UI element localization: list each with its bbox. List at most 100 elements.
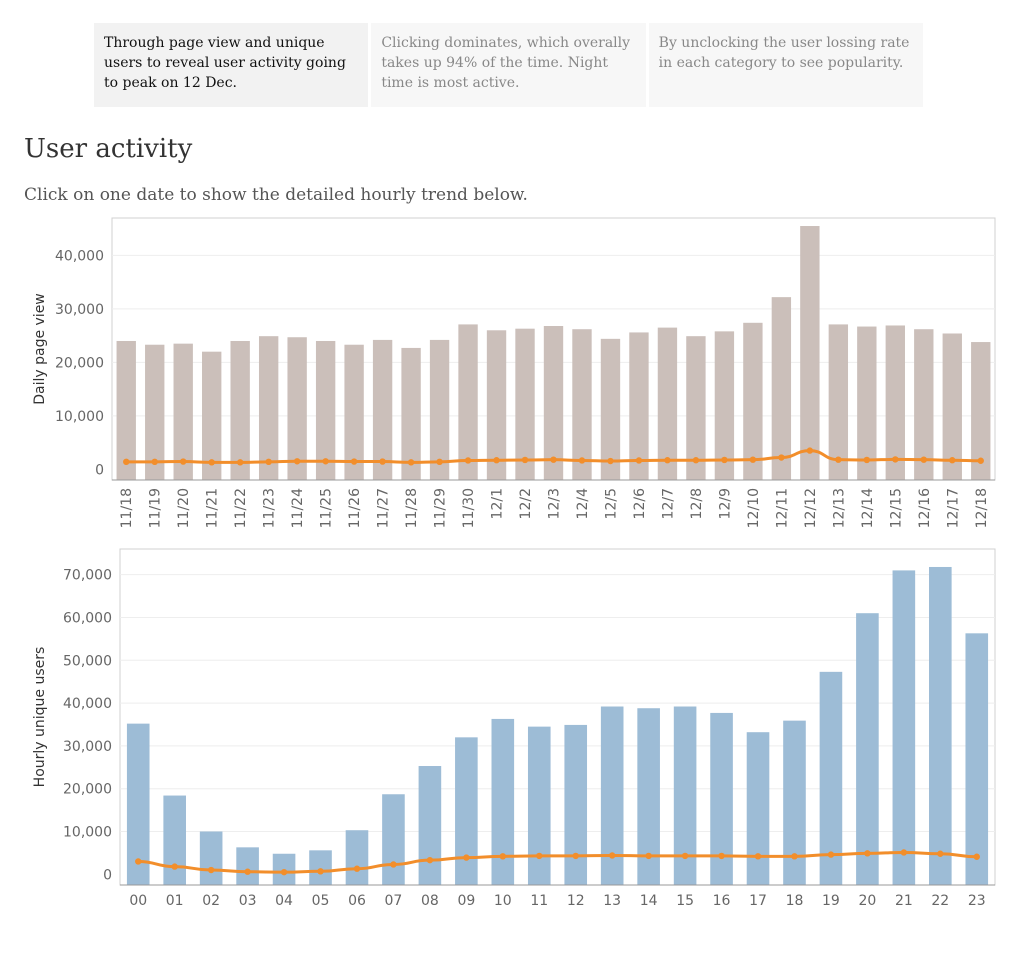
- x-tick-label: 12/13: [831, 488, 847, 528]
- x-tick-label: 12/18: [974, 488, 990, 528]
- x-tick-label: 14: [640, 893, 658, 909]
- y-tick-label: 20,000: [63, 782, 112, 798]
- x-tick-label: 03: [239, 893, 257, 909]
- bar: [486, 330, 507, 480]
- y-tick-label: 30,000: [55, 302, 104, 318]
- bar: [429, 339, 450, 480]
- bar: [287, 337, 307, 480]
- story-tab-2[interactable]: Clicking dominates, which overally takes…: [371, 23, 646, 107]
- bar: [401, 347, 421, 480]
- bar: [258, 336, 279, 480]
- y-tick-label: 10,000: [55, 409, 104, 425]
- x-tick-label: 11/19: [148, 488, 164, 528]
- x-tick-label: 12/12: [803, 488, 819, 528]
- bar: [564, 724, 588, 885]
- bar: [929, 566, 952, 885]
- line-point: [493, 457, 500, 464]
- page-subtitle: Click on one date to show the detailed h…: [24, 185, 528, 205]
- x-tick-label: 19: [822, 893, 840, 909]
- line-point: [353, 865, 361, 872]
- bar: [491, 718, 515, 885]
- bar: [163, 795, 186, 885]
- y-tick-label: 40,000: [55, 248, 104, 264]
- bar: [315, 340, 336, 480]
- line-point: [900, 849, 908, 856]
- bar: [657, 327, 678, 480]
- x-tick-label: 12/16: [917, 488, 933, 528]
- x-tick-label: 12/14: [860, 488, 876, 528]
- line-point: [536, 852, 543, 860]
- line-point: [180, 458, 187, 465]
- bar: [344, 344, 364, 480]
- bar: [173, 343, 193, 480]
- hourly-unique-users-chart[interactable]: 0 10,000 20,000 30,000 40,000 50,000 60,000 70,…: [0, 540, 1016, 920]
- line-point: [464, 457, 472, 464]
- story-tab-3[interactable]: By unclocking the user lossing rate in e…: [648, 23, 923, 107]
- x-tick-label: 11/20: [176, 488, 192, 528]
- line-point: [749, 456, 757, 463]
- x-tick-label: 11/28: [404, 488, 420, 528]
- story-tab-1[interactable]: Through page view and unique users to re…: [94, 23, 369, 107]
- x-tick-label: 12/15: [888, 488, 904, 528]
- line-point: [426, 856, 434, 864]
- x-tick-label: 20: [858, 893, 876, 909]
- bar: [637, 708, 660, 885]
- x-tick-label: 12/7: [660, 488, 676, 519]
- x-tick-label: 11/23: [262, 488, 278, 528]
- page-title: User activity: [24, 134, 193, 164]
- line-point: [436, 458, 443, 466]
- x-tick-label: 11/27: [376, 488, 392, 528]
- x-tick-label: 11/24: [290, 488, 306, 528]
- y-tick-label: 60,000: [63, 610, 112, 626]
- line-point: [635, 457, 643, 464]
- bar: [455, 737, 478, 885]
- x-tick-label: 00: [129, 893, 147, 909]
- y-tick-label: 30,000: [63, 739, 112, 755]
- x-tick-label: 17: [749, 893, 767, 909]
- line-point: [578, 457, 586, 464]
- x-tick-label: 22: [931, 893, 949, 909]
- line-point: [718, 852, 725, 860]
- line-point: [123, 458, 130, 466]
- bar: [345, 830, 369, 885]
- x-tick-label: 06: [348, 893, 366, 909]
- daily-page-view-chart[interactable]: 0 10,000 20,000 30,000 40,000 Daily page view…: [0, 210, 1016, 540]
- line-point: [407, 459, 415, 466]
- line-point: [949, 457, 956, 464]
- line-point: [692, 457, 700, 464]
- bar: [942, 333, 962, 480]
- x-tick-label: 11/22: [233, 488, 249, 528]
- line-point: [806, 447, 814, 454]
- x-tick-label: 15: [676, 893, 694, 909]
- x-tick-label: 10: [494, 893, 512, 909]
- x-tick-label: 11/18: [119, 488, 135, 528]
- bar: [686, 336, 706, 480]
- x-tick-label: 01: [166, 893, 184, 909]
- line-point: [265, 458, 272, 466]
- bar: [771, 297, 792, 480]
- x-tick-label: 12/2: [518, 488, 534, 519]
- bar: [199, 831, 223, 885]
- x-tick-label: 04: [275, 893, 293, 909]
- line-point: [664, 457, 671, 464]
- x-tick-label: 08: [421, 893, 439, 909]
- x-tick-label: 16: [713, 893, 731, 909]
- bar: [372, 339, 393, 480]
- bar: [819, 671, 843, 885]
- bar: [914, 329, 934, 480]
- x-tick-label: 11: [530, 893, 548, 909]
- line-point: [322, 458, 329, 465]
- bar: [710, 712, 733, 885]
- x-tick-label: 11/30: [461, 488, 477, 528]
- line-point: [135, 858, 142, 865]
- y-tick-label: 0: [103, 867, 112, 883]
- line-point: [572, 852, 579, 860]
- bar: [543, 326, 564, 480]
- bar: [527, 726, 551, 885]
- bar: [743, 322, 763, 480]
- line-point: [721, 456, 728, 464]
- x-tick-label: 13: [603, 893, 621, 909]
- line-point: [463, 854, 470, 861]
- story-tabs: Through page view and unique users to re…: [94, 23, 923, 107]
- line-point: [521, 456, 529, 464]
